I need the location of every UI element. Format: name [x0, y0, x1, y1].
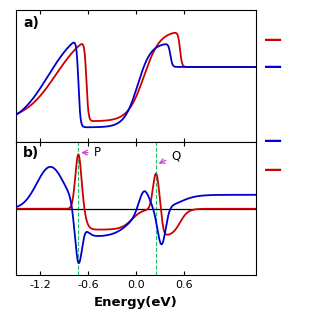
Text: b): b)	[23, 146, 39, 160]
Text: P: P	[83, 146, 100, 159]
Text: —: —	[264, 132, 282, 150]
Text: —: —	[264, 58, 282, 76]
Text: —: —	[264, 31, 282, 49]
Text: —: —	[264, 161, 282, 179]
Text: Q: Q	[160, 149, 180, 163]
X-axis label: Energy(eV): Energy(eV)	[94, 296, 178, 308]
Text: a): a)	[23, 16, 39, 30]
